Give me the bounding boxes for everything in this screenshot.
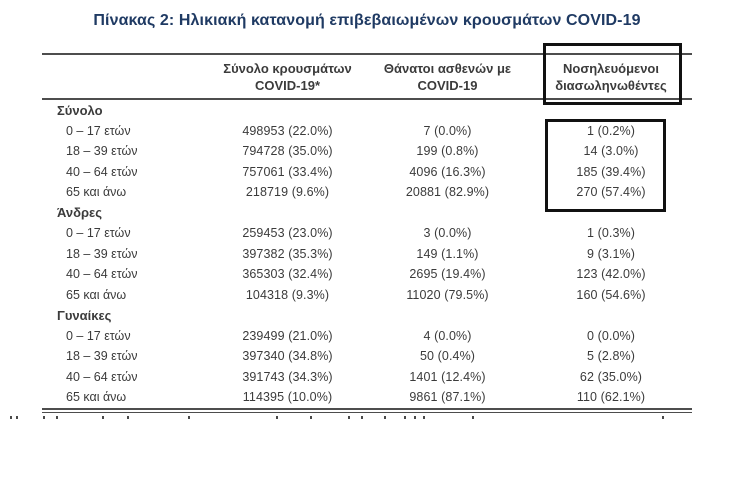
intubated-value: 5 (2.8%) bbox=[586, 349, 636, 364]
age-group-label: 0 – 17 ετών bbox=[66, 123, 131, 138]
table-row: 40 – 64 ετών 391743 (34.3%) 1401 (12.4%)… bbox=[42, 367, 692, 388]
cases-value: 114395 (10.0%) bbox=[242, 390, 333, 405]
intubated-value: 9 (3.1%) bbox=[586, 246, 636, 261]
deaths-value: 20881 (82.9%) bbox=[405, 185, 490, 200]
age-group-label: 40 – 64 ετών bbox=[66, 267, 138, 282]
column-header-total-cases-line2: COVID-19* bbox=[254, 77, 321, 93]
cases-value: 757061 (33.4%) bbox=[242, 164, 333, 179]
age-group-label: 0 – 17 ετών bbox=[66, 328, 131, 343]
cases-value: 239499 (21.0%) bbox=[242, 328, 333, 343]
table-row: 40 – 64 ετών 365303 (32.4%) 2695 (19.4%)… bbox=[42, 264, 692, 285]
intubated-value: 185 (39.4%) bbox=[576, 164, 646, 179]
age-group-label: 40 – 64 ετών bbox=[66, 164, 138, 179]
age-group-label: 65 και άνω bbox=[66, 185, 127, 200]
table-row: 65 και άνω 218719 (9.6%) 20881 (82.9%) 2… bbox=[42, 182, 692, 203]
section-label: Γυναίκες bbox=[57, 307, 112, 323]
deaths-value: 50 (0.4%) bbox=[419, 349, 476, 364]
cases-value: 259453 (23.0%) bbox=[242, 226, 333, 241]
intubated-value: 1 (0.2%) bbox=[586, 123, 636, 138]
cases-value: 498953 (22.0%) bbox=[242, 123, 333, 138]
column-header-intubated-line2: διασωληνωθέντες bbox=[555, 77, 667, 93]
intubated-value: 62 (35.0%) bbox=[579, 369, 643, 384]
deaths-value: 11020 (79.5%) bbox=[406, 287, 489, 302]
column-header-deaths: Θάνατοι ασθενών με COVID-19 bbox=[365, 60, 530, 94]
deaths-value: 4096 (16.3%) bbox=[409, 164, 486, 179]
age-group-label: 65 και άνω bbox=[66, 390, 127, 405]
age-group-label: 0 – 17 ετών bbox=[66, 226, 131, 241]
table-bottom-rule bbox=[42, 407, 692, 413]
cases-value: 397382 (35.3%) bbox=[242, 246, 333, 261]
age-group-label: 18 – 39 ετών bbox=[66, 246, 138, 261]
column-header-intubated: Νοσηλευόμενοι διασωληνωθέντες bbox=[530, 60, 692, 94]
intubated-value: 123 (42.0%) bbox=[576, 267, 646, 282]
section-row-total: Σύνολο bbox=[42, 100, 692, 121]
intubated-value: 270 (57.4%) bbox=[576, 185, 646, 200]
column-header-intubated-line1: Νοσηλευόμενοι bbox=[563, 60, 659, 76]
deaths-value: 149 (1.1%) bbox=[416, 246, 479, 261]
age-group-label: 18 – 39 ετών bbox=[66, 144, 138, 159]
cases-value: 397340 (34.8%) bbox=[242, 349, 333, 364]
table-row: 0 – 17 ετών 259453 (23.0%) 3 (0.0%) 1 (0… bbox=[42, 223, 692, 244]
deaths-value: 1401 (12.4%) bbox=[409, 369, 486, 384]
deaths-value: 199 (0.8%) bbox=[416, 144, 479, 159]
column-header-deaths-line1: Θάνατοι ασθενών με bbox=[383, 60, 512, 76]
age-group-label: 65 και άνω bbox=[66, 287, 127, 302]
table-row: 0 – 17 ετών 239499 (21.0%) 4 (0.0%) 0 (0… bbox=[42, 326, 692, 347]
table-row: 18 – 39 ετών 397340 (34.8%) 50 (0.4%) 5 … bbox=[42, 346, 692, 367]
deaths-value: 9861 (87.1%) bbox=[409, 390, 486, 405]
section-label: Άνδρες bbox=[57, 205, 102, 221]
cropped-footnote-fragments bbox=[0, 416, 734, 421]
deaths-value: 7 (0.0%) bbox=[423, 123, 472, 138]
table-row: 65 και άνω 114395 (10.0%) 9861 (87.1%) 1… bbox=[42, 387, 692, 408]
intubated-value: 110 (62.1%) bbox=[576, 390, 646, 405]
column-header-deaths-line2: COVID-19 bbox=[417, 77, 478, 93]
table-header-row: Σύνολο κρουσμάτων COVID-19* Θάνατοι ασθε… bbox=[42, 53, 692, 100]
cases-value: 794728 (35.0%) bbox=[242, 144, 333, 159]
table-row: 0 – 17 ετών 498953 (22.0%) 7 (0.0%) 1 (0… bbox=[42, 121, 692, 142]
section-row-women: Γυναίκες bbox=[42, 305, 692, 326]
deaths-value: 4 (0.0%) bbox=[423, 328, 472, 343]
column-header-total-cases-line1: Σύνολο κρουσμάτων bbox=[223, 60, 352, 76]
cases-value: 391743 (34.3%) bbox=[242, 369, 333, 384]
intubated-value: 0 (0.0%) bbox=[586, 328, 636, 343]
deaths-value: 3 (0.0%) bbox=[423, 226, 472, 241]
table-row: 18 – 39 ετών 794728 (35.0%) 199 (0.8%) 1… bbox=[42, 141, 692, 162]
cases-value: 104318 (9.3%) bbox=[245, 287, 330, 302]
age-group-label: 18 – 39 ετών bbox=[66, 349, 138, 364]
intubated-value: 14 (3.0%) bbox=[583, 144, 639, 159]
intubated-value: 160 (54.6%) bbox=[576, 287, 646, 302]
cases-value: 218719 (9.6%) bbox=[245, 185, 330, 200]
deaths-value: 2695 (19.4%) bbox=[409, 267, 486, 282]
cases-value: 365303 (32.4%) bbox=[242, 267, 333, 282]
intubated-value: 1 (0.3%) bbox=[586, 226, 636, 241]
section-row-men: Άνδρες bbox=[42, 203, 692, 224]
table-body: Σύνολο 0 – 17 ετών 498953 (22.0%) 7 (0.0… bbox=[42, 100, 692, 413]
age-group-label: 40 – 64 ετών bbox=[66, 369, 138, 384]
covid-age-distribution-table: Σύνολο κρουσμάτων COVID-19* Θάνατοι ασθε… bbox=[42, 53, 692, 413]
column-header-total-cases: Σύνολο κρουσμάτων COVID-19* bbox=[210, 60, 365, 94]
table-row: 40 – 64 ετών 757061 (33.4%) 4096 (16.3%)… bbox=[42, 162, 692, 183]
section-label: Σύνολο bbox=[57, 102, 103, 118]
table-row: 65 και άνω 104318 (9.3%) 11020 (79.5%) 1… bbox=[42, 285, 692, 306]
table-title: Πίνακας 2: Ηλικιακή κατανομή επιβεβαιωμέ… bbox=[93, 12, 641, 29]
table-row: 18 – 39 ετών 397382 (35.3%) 149 (1.1%) 9… bbox=[42, 244, 692, 265]
